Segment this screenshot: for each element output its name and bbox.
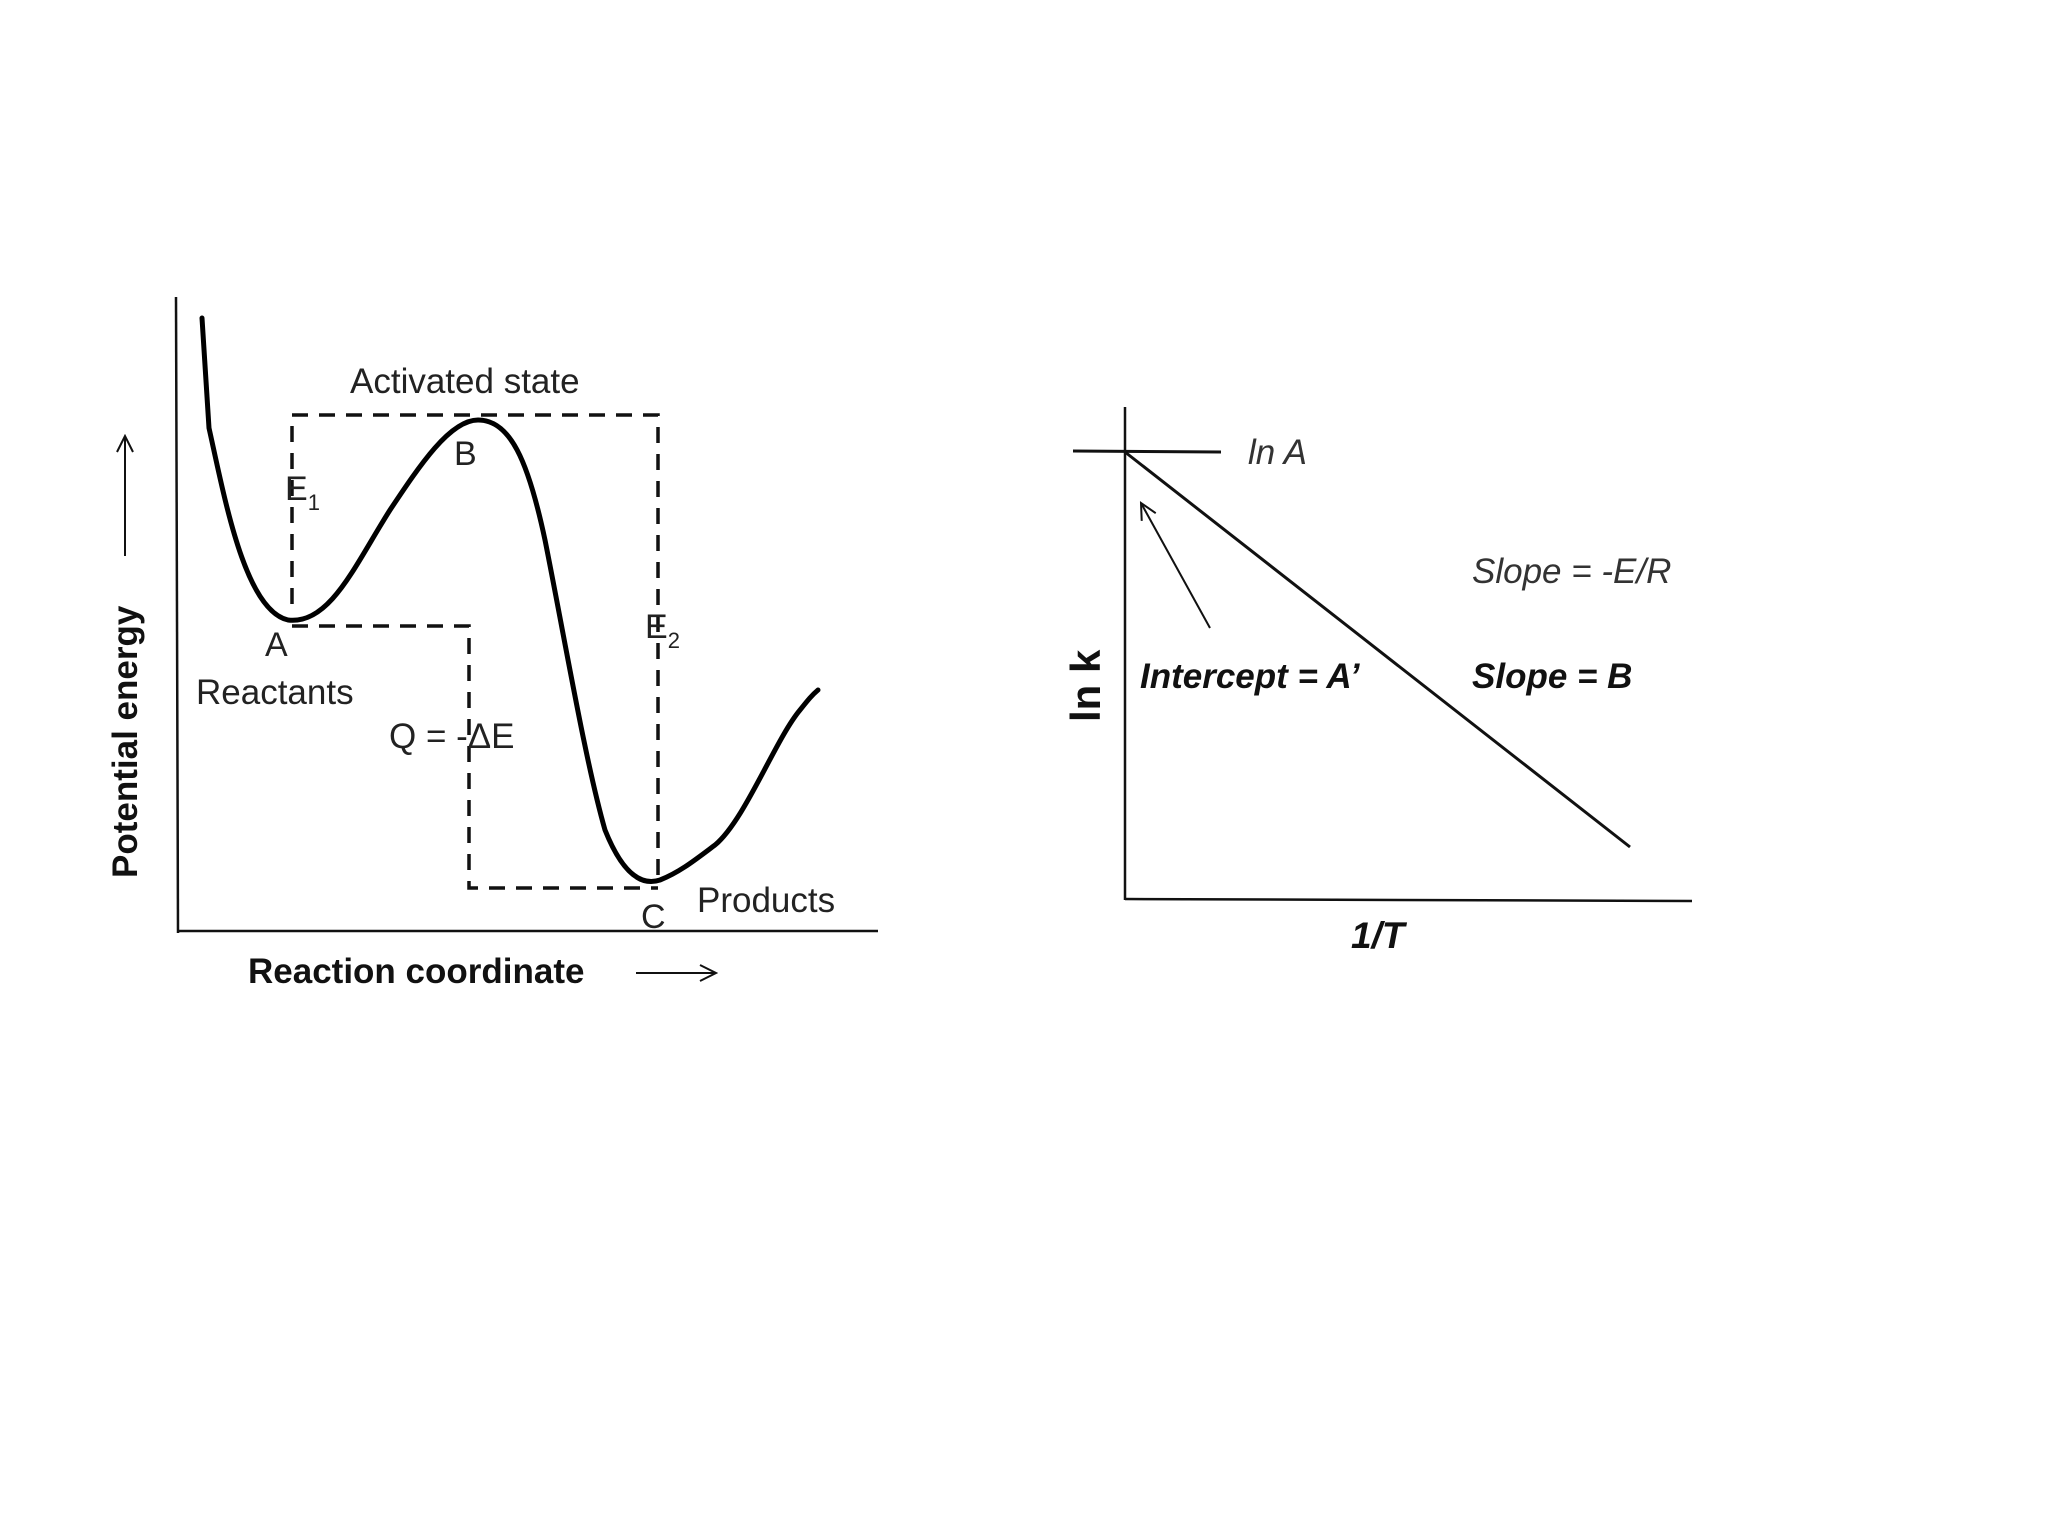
energy-diagram: Activated state B E1 E2 A Reactants Q = … bbox=[106, 296, 878, 991]
reaction-coordinate-axis-title: Reaction coordinate bbox=[248, 952, 584, 991]
arrhenius-x-axis bbox=[1124, 897, 1693, 903]
reactants-label: Reactants bbox=[196, 673, 354, 712]
activated-state-dashed-line bbox=[290, 413, 660, 882]
ln-a-intercept-line bbox=[1072, 449, 1222, 454]
intercept-label: Intercept = A’ bbox=[1140, 657, 1361, 696]
products-label: Products bbox=[697, 881, 835, 920]
slope-b-label: Slope = B bbox=[1472, 657, 1632, 696]
potential-energy-curve bbox=[199, 315, 821, 885]
ln-k-axis-title: ln k bbox=[1062, 649, 1109, 722]
point-a-label: A bbox=[265, 626, 288, 664]
ln-a-label: ln A bbox=[1248, 433, 1307, 472]
e1-label: E1 bbox=[285, 470, 320, 515]
q-dashed-bracket bbox=[292, 624, 658, 890]
potential-energy-axis-title: Potential energy bbox=[106, 605, 145, 878]
ln-k-vs-inverse-t-line bbox=[1124, 450, 1631, 849]
e2-label: E2 bbox=[645, 608, 680, 653]
e1-main-text: E bbox=[285, 470, 308, 508]
e2-main-text: E bbox=[645, 608, 668, 646]
point-b-label: B bbox=[454, 435, 477, 473]
activated-state-label: Activated state bbox=[350, 362, 580, 401]
slope-formula-label: Slope = -E/R bbox=[1472, 552, 1671, 591]
point-c-label: C bbox=[641, 898, 666, 936]
intercept-pointer-arrow bbox=[1141, 503, 1211, 629]
e2-subscript: 2 bbox=[668, 628, 680, 653]
energy-y-axis bbox=[174, 296, 180, 934]
e1-subscript: 1 bbox=[308, 490, 320, 515]
q-label: Q = -ΔE bbox=[389, 717, 515, 756]
inverse-t-axis-title: 1/T bbox=[1351, 915, 1408, 956]
arrhenius-plot: ln A Slope = -E/R Intercept = A’ Slope =… bbox=[1062, 407, 1693, 956]
